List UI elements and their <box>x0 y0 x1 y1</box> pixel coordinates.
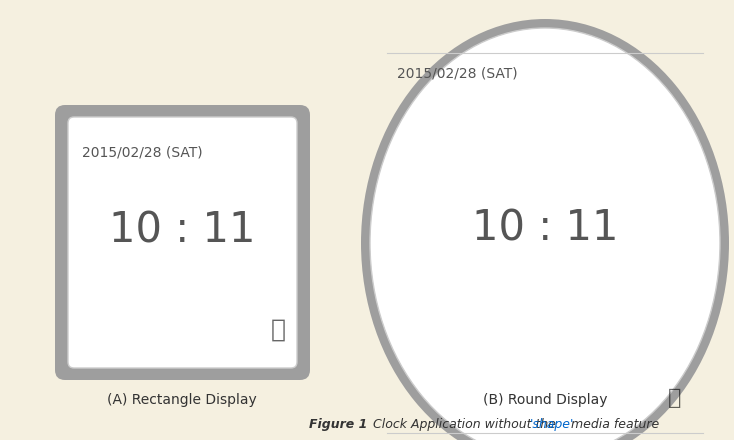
Text: Clock Application without the: Clock Application without the <box>369 418 560 431</box>
Ellipse shape <box>361 19 729 440</box>
Text: 'shape': 'shape' <box>530 418 575 431</box>
Ellipse shape <box>370 28 720 440</box>
Text: 10 : 11: 10 : 11 <box>109 209 255 251</box>
Text: 🌤: 🌤 <box>271 318 286 342</box>
Text: 2015/02/28 (SAT): 2015/02/28 (SAT) <box>82 145 203 159</box>
Text: media feature: media feature <box>567 418 659 431</box>
Text: 10 : 11: 10 : 11 <box>472 207 618 249</box>
Text: 🌤: 🌤 <box>669 388 682 408</box>
Text: (B) Round Display: (B) Round Display <box>483 393 607 407</box>
Text: Figure 1: Figure 1 <box>308 418 367 431</box>
FancyBboxPatch shape <box>68 117 297 368</box>
FancyBboxPatch shape <box>55 105 310 380</box>
Text: (A) Rectangle Display: (A) Rectangle Display <box>107 393 257 407</box>
Text: 2015/02/28 (SAT): 2015/02/28 (SAT) <box>397 66 517 80</box>
